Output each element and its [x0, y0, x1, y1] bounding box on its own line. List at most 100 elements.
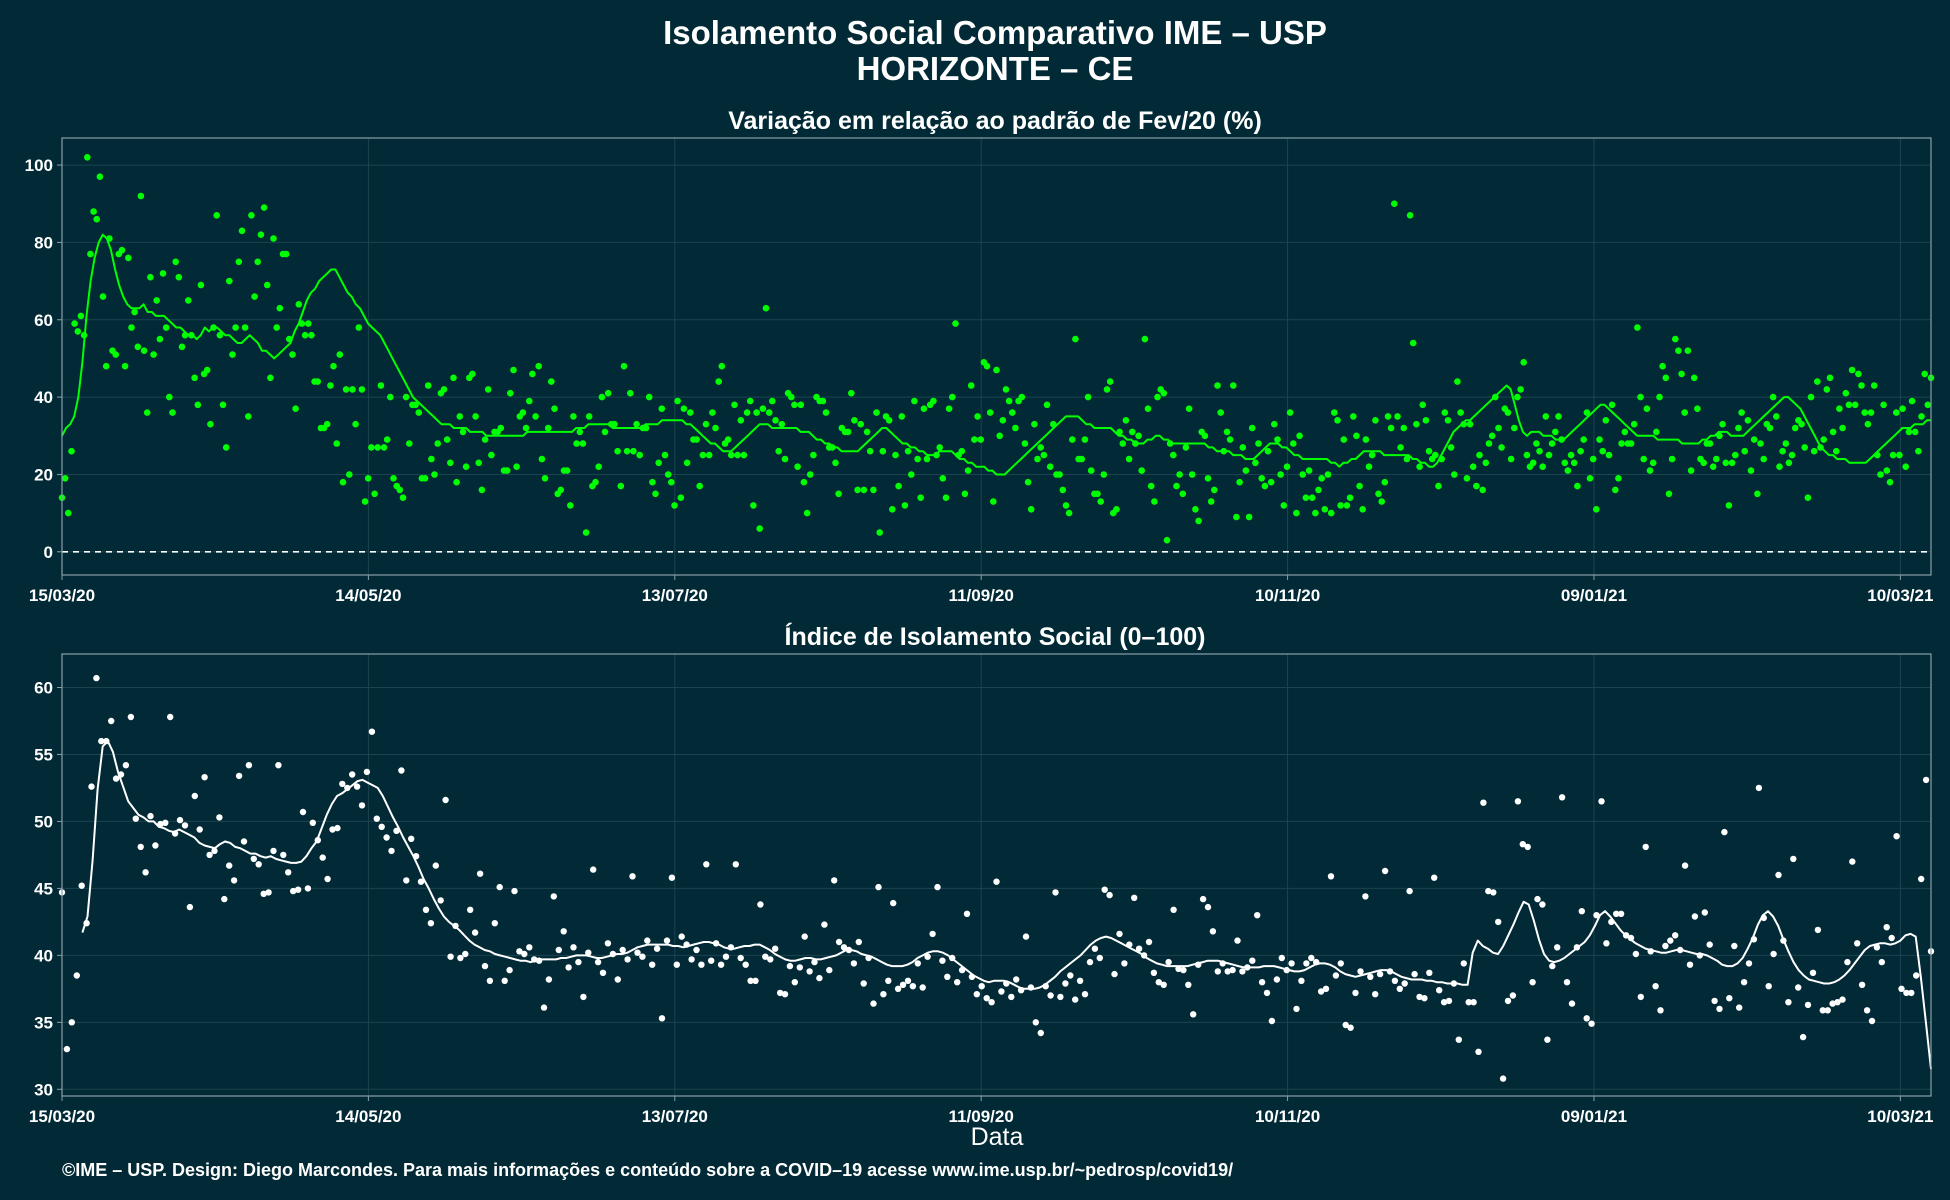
bottom-data-point — [349, 771, 356, 778]
top-data-point — [1867, 409, 1875, 416]
top-data-point — [964, 467, 972, 474]
top-data-point — [1353, 432, 1360, 440]
top-data-point — [582, 529, 590, 536]
top-data-point — [1223, 428, 1231, 436]
top-data-point — [1188, 471, 1196, 478]
top-data-point — [1826, 374, 1834, 382]
top-data-point — [604, 389, 612, 397]
bottom-data-point — [235, 772, 243, 780]
top-x-tick-label: 10/03/21 — [1867, 586, 1933, 605]
bottom-data-point — [1863, 1007, 1871, 1014]
top-data-point — [194, 401, 202, 409]
top-data-point — [1185, 405, 1193, 413]
bottom-x-tick-label: 10/11/20 — [1255, 1107, 1320, 1126]
bottom-data-point — [1214, 968, 1222, 975]
top-data-point — [920, 405, 928, 413]
top-data-point — [1192, 506, 1199, 513]
top-data-point — [1435, 482, 1442, 490]
top-data-point — [724, 436, 732, 443]
bottom-data-point — [1672, 932, 1679, 939]
top-data-point — [352, 420, 359, 428]
top-data-point — [216, 331, 224, 339]
top-data-point — [977, 436, 984, 443]
top-data-point — [1747, 467, 1755, 474]
top-data-point — [677, 494, 685, 502]
top-data-point — [125, 254, 132, 262]
top-data-point — [1413, 420, 1420, 428]
top-data-point — [169, 409, 176, 416]
top-data-point — [1791, 424, 1799, 432]
bottom-data-point — [1814, 926, 1822, 934]
top-data-point — [942, 494, 950, 502]
bottom-data-point — [112, 775, 120, 782]
bottom-data-point — [181, 822, 189, 829]
bottom-data-point — [1165, 958, 1172, 966]
top-data-point — [1668, 455, 1676, 463]
top-data-point — [709, 409, 716, 416]
top-data-point — [974, 413, 981, 420]
bottom-data-point — [393, 827, 400, 834]
top-y-tick-label: 40 — [34, 388, 53, 407]
top-data-point — [1750, 436, 1758, 443]
top-data-point — [598, 393, 606, 401]
top-data-point — [822, 409, 830, 416]
top-data-point — [1586, 475, 1594, 482]
bottom-data-point — [137, 843, 144, 851]
bottom-data-point — [1854, 940, 1861, 947]
top-data-point — [295, 301, 303, 308]
top-data-point — [1495, 424, 1502, 432]
top-data-point — [1343, 502, 1351, 509]
bottom-y-tick-label: 55 — [34, 745, 53, 764]
top-data-point — [424, 382, 432, 389]
bottom-data-point — [545, 976, 553, 983]
top-data-point — [538, 455, 546, 463]
top-data-point — [866, 447, 874, 455]
top-data-point — [1040, 451, 1048, 459]
top-data-point — [1062, 502, 1070, 509]
top-data-point — [576, 428, 584, 436]
top-data-point — [1839, 424, 1846, 432]
top-data-point — [1318, 475, 1325, 482]
bottom-data-point — [1057, 993, 1064, 1001]
bottom-data-point — [599, 969, 607, 976]
top-data-point — [342, 386, 350, 393]
top-data-point — [892, 451, 899, 459]
bottom-data-point — [299, 808, 307, 816]
top-data-point — [1713, 455, 1720, 463]
bottom-data-point — [1135, 945, 1143, 952]
top-data-point — [1362, 436, 1370, 443]
top-data-point — [1694, 405, 1701, 413]
bottom-data-point — [1180, 966, 1187, 974]
bottom-data-point — [122, 762, 130, 769]
top-data-point — [421, 475, 429, 482]
bottom-data-point — [353, 783, 361, 790]
bottom-x-tick-label: 09/01/21 — [1561, 1107, 1627, 1126]
bottom-data-point — [221, 895, 228, 903]
top-data-point — [819, 397, 827, 405]
top-data-point — [131, 308, 138, 316]
top-data-point — [1473, 482, 1480, 490]
top-data-point — [949, 393, 956, 401]
bottom-data-point — [594, 958, 602, 966]
top-data-point — [1864, 420, 1872, 428]
bottom-data-point — [1022, 933, 1030, 940]
bottom-data-point — [1455, 1036, 1463, 1043]
top-data-point — [1466, 420, 1474, 428]
top-data-point — [1732, 451, 1739, 459]
bottom-data-point — [1529, 979, 1536, 986]
bottom-data-point — [747, 977, 754, 984]
top-data-point — [147, 273, 154, 281]
bottom-data-point — [649, 961, 656, 968]
bottom-data-point — [1426, 969, 1433, 976]
top-data-point — [914, 455, 921, 463]
top-data-point — [1334, 417, 1341, 424]
bottom-data-point — [1893, 833, 1900, 840]
bottom-data-point — [1539, 901, 1546, 908]
bottom-data-point — [1868, 1017, 1876, 1025]
top-data-point — [683, 459, 691, 467]
top-data-point — [1242, 467, 1250, 474]
top-data-point — [1182, 444, 1190, 451]
top-data-point — [1776, 463, 1783, 471]
top-data-point — [923, 455, 931, 463]
